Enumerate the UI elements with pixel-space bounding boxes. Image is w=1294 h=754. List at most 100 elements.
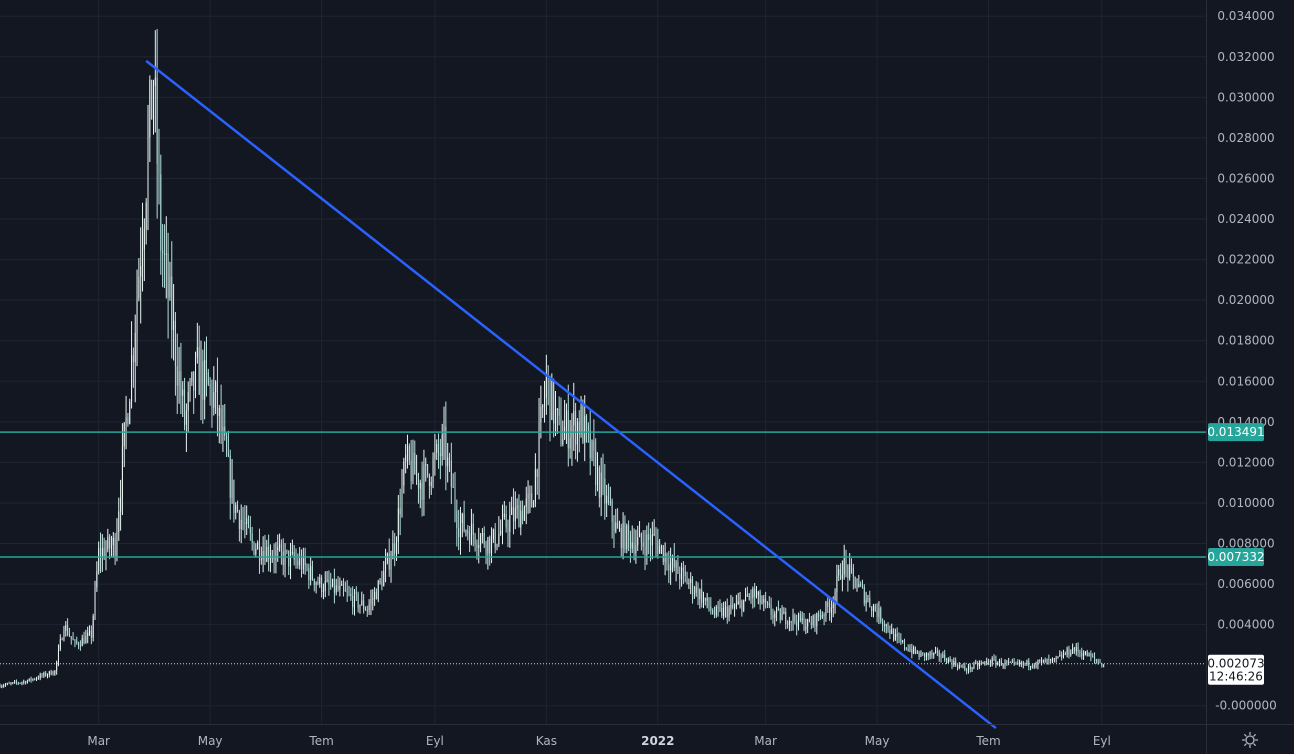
horizontal-levels[interactable] [0,431,1206,665]
candle-body [171,276,173,331]
candle-body [712,610,714,614]
x-tick-label: Mar [754,734,777,748]
candle-body [50,671,52,675]
candle-body [1101,663,1103,667]
candle-body [169,276,171,298]
candle-body [268,546,270,560]
candle-body [1000,660,1002,666]
candle-body [500,530,502,534]
candle-body [832,604,834,608]
candle-body [586,415,588,426]
candle-body [867,597,869,600]
candle-body [642,542,644,547]
candle-body [363,600,365,610]
candle-body [927,653,929,656]
candle-body [549,377,551,420]
candle-body [43,672,45,676]
candle-body [542,406,544,408]
candle-body [1086,651,1088,657]
candle-body [514,507,516,522]
trendlines[interactable] [145,59,997,730]
candle-body [174,320,176,367]
candle-body [562,439,564,445]
last-price-tag [1208,654,1264,685]
candle-body [878,608,880,618]
settings-button[interactable] [1236,728,1264,752]
candle-body [871,606,873,611]
candle-body [297,560,299,566]
candle-body [763,598,765,603]
candle-body [227,453,229,456]
candle-body [982,662,984,664]
candle-body [120,497,122,512]
candle-body [39,674,41,679]
candle-body [1041,660,1043,662]
candle-body [98,548,100,572]
candle-body [1057,656,1059,658]
y-tick-label: 0.034000 [1217,9,1274,23]
candle-body [100,548,101,558]
candle-body [202,360,204,400]
candle-body [136,298,138,334]
candle-body [114,538,116,556]
candle-body [246,518,248,525]
candle-body [17,682,19,684]
y-tick-label: 0.030000 [1217,90,1274,104]
candle-body [52,674,54,676]
candle-body [993,658,995,660]
time-axis[interactable]: Mar May Tem Eyl Kas 2022 Mar May Tem Eyl [87,734,1111,748]
candle-body [28,678,30,681]
candle-body [441,434,443,457]
candle-body [244,522,246,525]
candle-body [986,661,988,663]
candle-body [801,618,803,621]
candle-body [648,534,650,541]
candle-body [597,467,599,486]
candle-body [344,589,346,592]
candle-body [841,574,843,579]
candle-body [483,533,485,545]
candle-body [205,359,207,373]
candle-body [251,533,253,543]
candle-body [810,622,812,626]
candle-body [1037,660,1039,665]
candle-body [291,551,293,553]
candle-body [425,464,427,466]
candle-body [319,577,321,584]
y-tick-label: 0.012000 [1217,455,1274,469]
candle-body [607,495,609,502]
candle-body [693,592,695,594]
candle-body [613,521,615,532]
candle-body [880,608,882,622]
candle-body [89,630,91,633]
candle-body [653,534,655,536]
candle-body [21,682,23,684]
candle-body [578,421,580,435]
candle-body [558,409,560,416]
candle-body [403,461,405,486]
candle-body [969,665,971,670]
candle-body [290,552,292,567]
candle-body [428,474,430,486]
candle-body [337,585,339,590]
candle-body [737,601,739,605]
price-axis[interactable]: 0.034000 0.032000 0.030000 0.028000 0.026000… [1215,9,1277,713]
candle-body [781,613,783,621]
candle-body [321,577,323,593]
candle-body [1020,661,1022,665]
x-tick-label: May [198,734,223,748]
candle-body [523,507,525,521]
candle-body [412,452,414,482]
candle-body [792,615,794,623]
candle-body [1011,661,1013,663]
candle-body [688,583,690,585]
candle-body [463,513,465,531]
candle-body [59,639,61,650]
candle-body [964,666,966,670]
candle-body [25,681,27,684]
trendline[interactable] [145,59,997,730]
candle-body [405,454,407,462]
candle-body [447,457,449,467]
candle-body [92,615,94,638]
